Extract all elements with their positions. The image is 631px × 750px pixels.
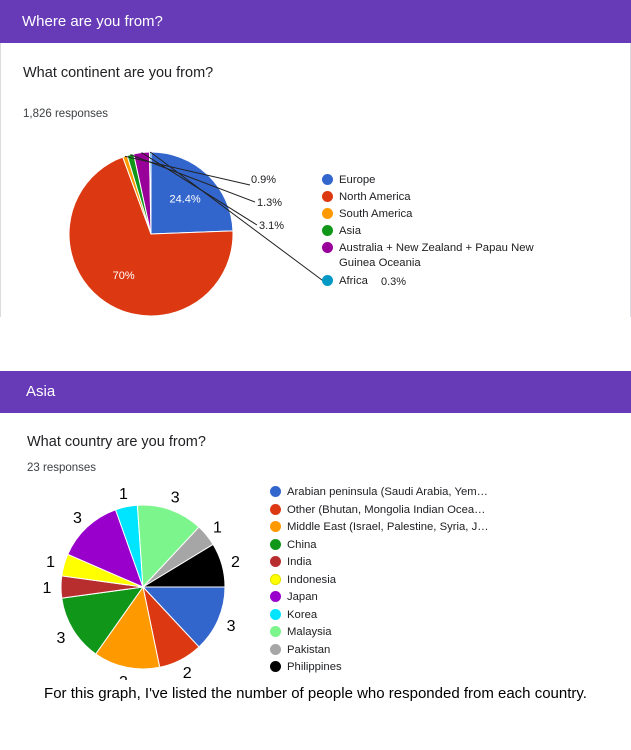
country-legend: Arabian peninsula (Saudi Arabia, Yem… Oth… xyxy=(270,485,500,680)
legend-item-china: China xyxy=(270,538,317,553)
legend-label: Japan xyxy=(287,591,318,603)
response-count: 23 responses xyxy=(27,462,97,474)
legend-label: Asia xyxy=(339,225,361,237)
legend-label: Malaysia xyxy=(287,626,332,638)
count-label-other-bhutan-mongolia-indian-ocea: 2 xyxy=(183,665,192,680)
count-label-korea: 1 xyxy=(119,486,128,503)
caption: For this graph, I've listed the number o… xyxy=(44,685,587,702)
slice-japan xyxy=(67,509,144,588)
slice-arabian-peninsula-saudi-arabia-yem xyxy=(141,586,226,648)
data-label-south-america: 0.9% xyxy=(251,174,276,186)
continent-pie-chart: 24.4% 70% 0.9% 1.3% 3.1% 0.3% xyxy=(68,151,406,317)
legend-label: Europe xyxy=(339,174,376,186)
legend-item-indonesia: Indonesia xyxy=(270,573,336,588)
legend-swatch xyxy=(322,242,333,253)
legend-swatch xyxy=(270,573,281,585)
section-header-where-from: Where are you from? xyxy=(0,0,631,43)
section-header-asia: Asia xyxy=(0,371,631,413)
slice-philippines xyxy=(141,543,226,588)
leader-line-south-america xyxy=(124,155,251,186)
legend-label: India xyxy=(287,556,312,568)
legend-swatch xyxy=(322,191,333,202)
legend-swatch xyxy=(270,643,281,655)
legend-item-asia: Asia xyxy=(322,224,361,239)
legend-label: Philippines xyxy=(287,661,342,673)
count-label-japan: 3 xyxy=(73,510,82,527)
legend-label: China xyxy=(287,538,317,551)
legend-swatch xyxy=(322,225,333,236)
leader-line-asia xyxy=(130,154,256,203)
legend-item-india: India xyxy=(270,555,312,570)
slice-china xyxy=(61,586,145,655)
legend-item-other-bhutan-mongolia-indian-ocea: Other (Bhutan, Mongolia Indian Ocea… xyxy=(270,503,485,518)
legend-item-korea: Korea xyxy=(270,608,317,623)
legend-swatch xyxy=(270,626,281,637)
legend-item-australia-new-zealand-papau-new-guinea-oceania: Australia + New Zealand + Papau New Guine… xyxy=(322,241,534,271)
question-title: What country are you from? xyxy=(27,434,206,450)
slice-north-america xyxy=(68,156,234,317)
section-title: Asia xyxy=(26,383,56,400)
data-label-north-america: 70% xyxy=(113,270,135,282)
legend-label: South America xyxy=(339,208,413,220)
legend-swatch xyxy=(270,486,281,497)
legend-item-arabian-peninsula-saudi-arabia-yem: Arabian peninsula (Saudi Arabia, Yem… xyxy=(270,485,488,500)
slice-malaysia xyxy=(136,504,200,589)
legend-item-japan: Japan xyxy=(270,590,318,605)
response-count: 1,826 responses xyxy=(23,108,109,120)
legend-item-middle-east-israel-palestine-syria-j: Middle East (Israel, Palestine, Syria, J… xyxy=(270,520,489,535)
legend-item-philippines: Philippines xyxy=(270,660,342,675)
legend-item-north-america: North America xyxy=(322,190,411,205)
data-label-africa: 0.3% xyxy=(381,276,406,288)
legend-swatch xyxy=(322,208,333,219)
legend-swatch xyxy=(270,556,281,567)
legend-label: Other (Bhutan, Mongolia Indian Ocea… xyxy=(287,503,486,516)
legend-swatch xyxy=(270,521,281,532)
count-label-indonesia: 1 xyxy=(46,554,55,571)
legend-label: Arabian peninsula (Saudi Arabia, Yem… xyxy=(287,486,488,498)
legend-item-south-america: South America xyxy=(322,207,412,222)
country-pie-chart: 3 2 3 3 1 1 3 1 3 1 2 xyxy=(43,486,240,680)
legend-swatch xyxy=(322,275,333,286)
legend-swatch xyxy=(270,503,281,515)
data-label-asia: 1.3% xyxy=(257,197,282,209)
legend-label: Pakistan xyxy=(287,643,331,656)
legend-label: Middle East (Israel, Palestine, Syria, J… xyxy=(287,521,489,533)
data-label-europe: 24.4% xyxy=(170,194,201,206)
legend-swatch xyxy=(270,608,281,620)
legend-label: Korea xyxy=(287,608,318,621)
count-label-middle-east-israel-palestine-syria-j: 3 xyxy=(119,674,128,680)
legend-label: Indonesia xyxy=(287,573,336,586)
legend-label: North America xyxy=(339,191,411,203)
legend-label: Africa xyxy=(339,275,368,287)
count-label-china: 3 xyxy=(57,630,66,647)
legend-swatch xyxy=(270,661,281,672)
data-label-australia-new-zealand-papau-new-guinea-oceania: 3.1% xyxy=(259,220,284,232)
legend-swatch xyxy=(270,538,281,550)
count-label-malaysia: 3 xyxy=(171,490,180,507)
legend-item-malaysia: Malaysia xyxy=(270,625,332,640)
legend-label: Australia + New Zealand + Papau New Guine… xyxy=(339,242,534,269)
slice-middle-east-israel-palestine-syria-j xyxy=(95,585,161,670)
section-title: Where are you from? xyxy=(22,13,163,30)
leader-line-africa xyxy=(149,151,327,284)
count-label-arabian-peninsula-saudi-arabia-yem: 3 xyxy=(227,618,236,635)
legend-swatch xyxy=(322,174,333,185)
count-label-philippines: 2 xyxy=(231,554,240,571)
count-label-india: 1 xyxy=(43,580,52,597)
legend-item-pakistan: Pakistan xyxy=(270,643,330,658)
legend-item-africa: Africa xyxy=(322,274,368,289)
continent-legend: Europe North America South America Asia Aust… xyxy=(322,173,622,293)
count-label-pakistan: 1 xyxy=(213,519,222,536)
legend-swatch xyxy=(270,591,281,602)
question-title: What continent are you from? xyxy=(23,65,214,81)
legend-item-europe: Europe xyxy=(322,173,375,188)
